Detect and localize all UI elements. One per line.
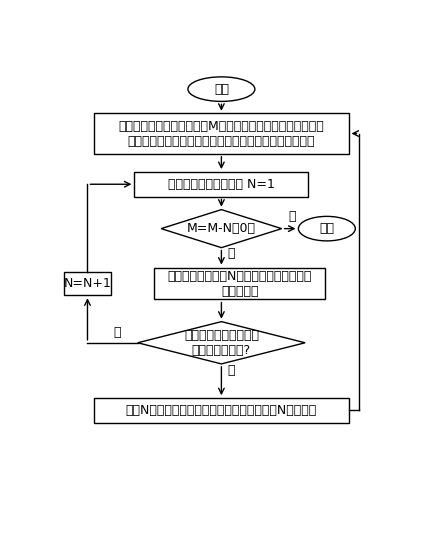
Text: 开始: 开始 bbox=[214, 83, 229, 96]
Ellipse shape bbox=[188, 77, 255, 102]
Text: N=N+1: N=N+1 bbox=[64, 277, 111, 290]
Bar bbox=[155, 268, 325, 299]
Text: 加入新规则的条件项数 N=1: 加入新规则的条件项数 N=1 bbox=[168, 178, 275, 191]
Text: 是: 是 bbox=[227, 364, 235, 377]
Text: 原规则中依次选取N个条件项，与新诊断规
则进行组合: 原规则中依次选取N个条件项，与新诊断规 则进行组合 bbox=[168, 270, 312, 298]
Text: 结束: 结束 bbox=[319, 222, 334, 235]
Bar bbox=[94, 398, 349, 423]
Text: 组合后最高的诊断精度
高于新诊断规则?: 组合后最高的诊断精度 高于新诊断规则? bbox=[184, 329, 259, 357]
Text: 将这N个条件项加入新规则中，原规则删除这N个条件项: 将这N个条件项加入新规则中，原规则删除这N个条件项 bbox=[126, 404, 317, 417]
Text: M=M-N＞0？: M=M-N＞0？ bbox=[187, 222, 256, 235]
Bar bbox=[64, 272, 111, 295]
Text: 是: 是 bbox=[227, 248, 235, 260]
Text: 否: 否 bbox=[288, 210, 295, 223]
Ellipse shape bbox=[299, 216, 355, 241]
Polygon shape bbox=[161, 210, 282, 248]
Bar bbox=[134, 172, 308, 197]
Text: 初始原故障诊断规则，包含M个条件项，找到具有最高诊断精
度的单个条件项，作为新诊断规则，原规则删除该条件项: 初始原故障诊断规则，包含M个条件项，找到具有最高诊断精 度的单个条件项，作为新诊… bbox=[118, 120, 324, 148]
Polygon shape bbox=[138, 322, 305, 364]
Bar bbox=[94, 114, 349, 154]
Text: 否: 否 bbox=[114, 326, 121, 339]
